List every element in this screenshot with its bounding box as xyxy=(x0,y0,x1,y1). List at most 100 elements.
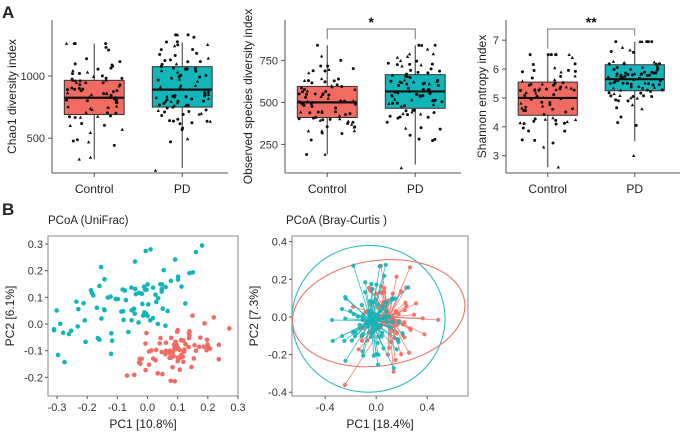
scatter-point xyxy=(172,257,178,262)
y-tick-label: 0.3 xyxy=(28,239,43,251)
data-point xyxy=(302,78,307,82)
data-point xyxy=(410,98,414,102)
scatter-point xyxy=(389,339,394,345)
data-point xyxy=(421,94,425,98)
scatter-point xyxy=(360,313,365,318)
data-point xyxy=(630,103,635,107)
data-point xyxy=(78,79,82,83)
data-point xyxy=(177,77,182,81)
pcoa-bray-curtis-plot: PCoA (Bray-Curtis ) -0.4 0.0 0.4 -0.4 -0.2 0.0… xyxy=(247,215,469,431)
data-point xyxy=(91,74,96,78)
data-point xyxy=(168,119,172,123)
data-point xyxy=(96,67,100,71)
data-point xyxy=(313,92,317,96)
scatter-point xyxy=(132,259,138,264)
data-point xyxy=(321,92,325,96)
data-point xyxy=(318,118,322,122)
scatter-point xyxy=(361,353,366,358)
data-point xyxy=(305,89,310,93)
data-point xyxy=(305,153,309,157)
data-point xyxy=(311,69,315,73)
scatter-point xyxy=(136,320,141,325)
data-point xyxy=(563,129,567,133)
data-point xyxy=(323,80,327,84)
scatter-point xyxy=(403,300,408,305)
data-point xyxy=(629,96,633,100)
data-point xyxy=(185,67,189,71)
x-category-label: PD xyxy=(407,182,424,196)
data-point xyxy=(390,73,395,77)
box-control xyxy=(63,41,125,161)
data-point xyxy=(554,118,558,122)
scatter-point xyxy=(175,358,181,364)
data-point xyxy=(611,86,616,90)
scatter-point xyxy=(413,301,419,306)
data-point xyxy=(631,153,636,157)
scatter-point xyxy=(177,367,183,372)
scatter-point xyxy=(150,315,156,321)
scatter-point xyxy=(91,293,96,298)
scatter-point xyxy=(378,323,383,328)
scatter-point xyxy=(356,347,361,352)
data-point xyxy=(395,63,399,67)
data-point xyxy=(404,109,408,113)
data-point xyxy=(159,69,164,73)
scatter-point xyxy=(109,338,115,344)
data-point xyxy=(176,99,180,103)
significance-marker: ** xyxy=(586,14,597,30)
data-point xyxy=(655,68,659,72)
scatter-point xyxy=(186,344,191,350)
y-tick-label: 6 xyxy=(493,64,499,76)
data-point xyxy=(319,76,324,81)
data-point xyxy=(415,92,419,96)
x-axis-label: PC1 [10.8%] xyxy=(109,417,176,431)
data-point xyxy=(616,79,620,83)
confidence-ellipse-control xyxy=(292,259,466,368)
data-point xyxy=(652,60,656,64)
scatter-point xyxy=(76,306,81,312)
data-point xyxy=(66,104,70,109)
scatter-point xyxy=(381,346,386,351)
scatter-point xyxy=(83,339,88,345)
scatter-point xyxy=(391,369,396,374)
x-category-label: Control xyxy=(75,182,114,196)
data-point xyxy=(204,73,208,77)
scatter-point xyxy=(187,329,192,334)
data-point xyxy=(648,73,652,77)
data-point xyxy=(386,61,390,65)
data-point xyxy=(552,93,556,97)
data-point xyxy=(306,79,310,83)
data-point xyxy=(532,88,537,92)
x-tick-label: 0.4 xyxy=(420,402,435,414)
scatter-point xyxy=(376,317,381,323)
data-point xyxy=(73,42,77,46)
data-point xyxy=(608,81,612,85)
data-point xyxy=(551,107,555,111)
scatter-point xyxy=(371,300,376,305)
data-point xyxy=(430,98,435,102)
data-point xyxy=(389,79,393,83)
series-pd xyxy=(329,262,411,371)
scatter-point xyxy=(175,277,181,282)
y-tick-label: 250 xyxy=(260,139,278,151)
data-point xyxy=(421,82,425,86)
data-point xyxy=(418,94,423,98)
data-point xyxy=(618,93,622,98)
scatter-point xyxy=(146,362,152,368)
scatter-point xyxy=(190,313,195,318)
scatter-point xyxy=(420,316,425,321)
plot-title: PCoA (Bray-Curtis ) xyxy=(286,215,387,227)
data-point xyxy=(612,92,616,96)
data-point xyxy=(396,91,400,95)
data-point xyxy=(559,97,563,101)
data-point xyxy=(73,62,77,66)
scatter-point xyxy=(153,299,159,305)
scatter-point xyxy=(411,312,417,317)
data-point xyxy=(616,121,620,125)
scatter-point xyxy=(366,324,371,329)
scatter-point xyxy=(385,315,390,320)
scatter-point xyxy=(129,317,134,323)
data-point xyxy=(351,99,356,103)
scatter-point xyxy=(371,310,376,316)
scatter-point xyxy=(371,322,376,327)
